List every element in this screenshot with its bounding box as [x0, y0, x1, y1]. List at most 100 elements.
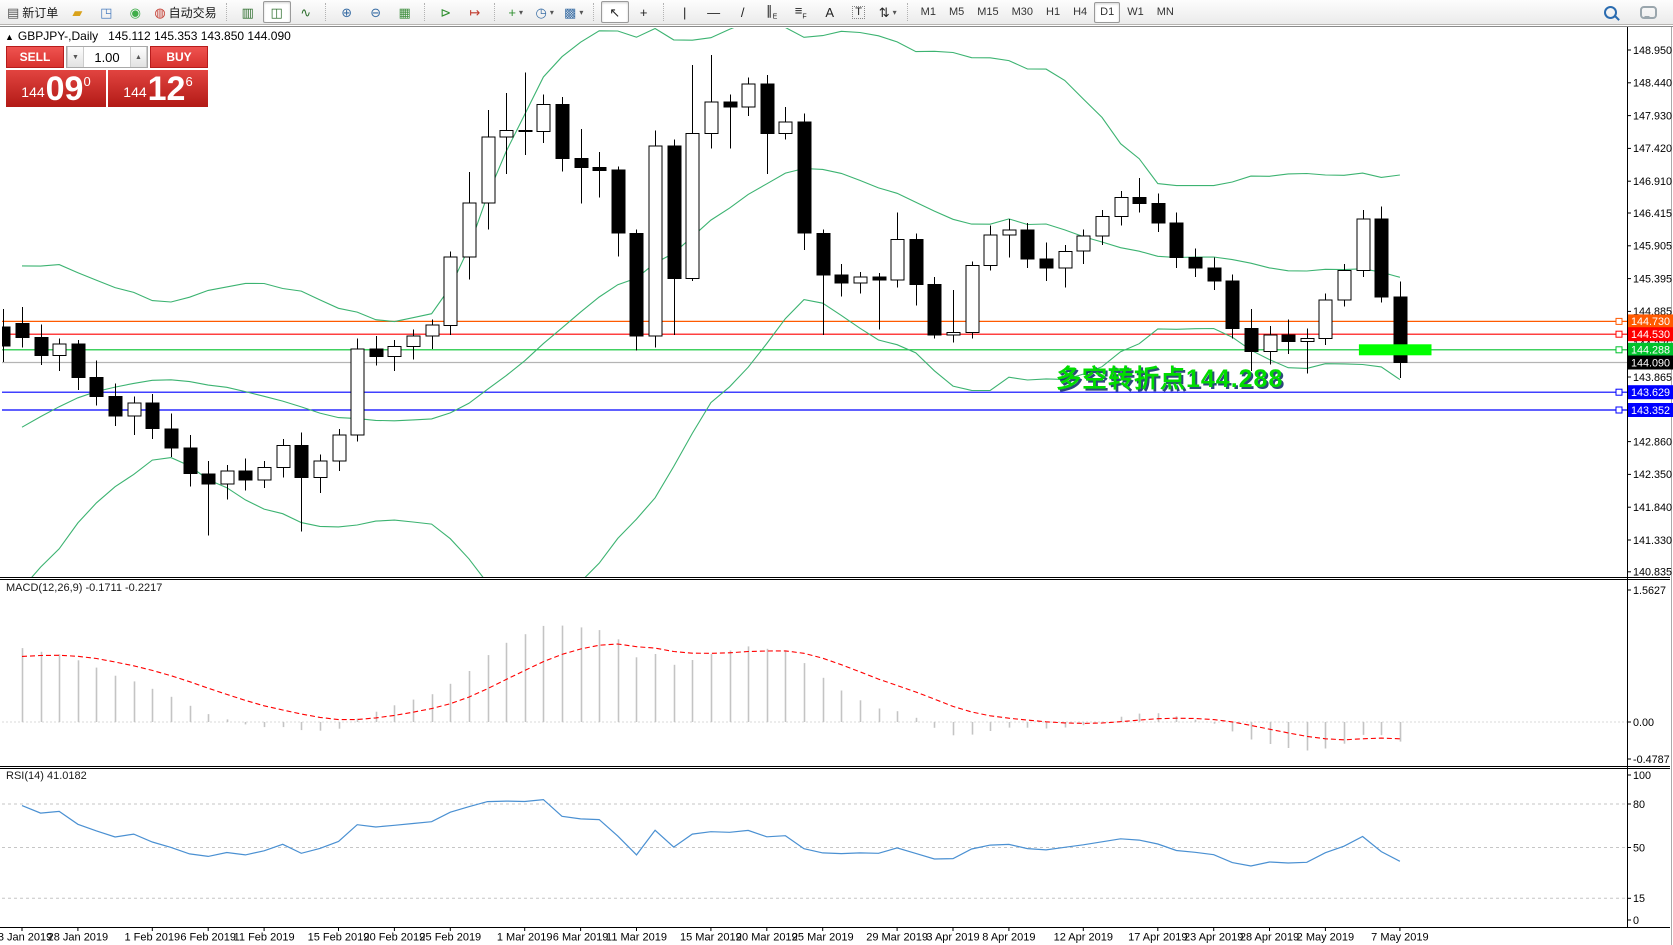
svg-text:100: 100: [1633, 770, 1651, 782]
horizontal-line-button[interactable]: —: [700, 1, 728, 23]
svg-text:145.395: 145.395: [1633, 273, 1672, 285]
svg-text:80: 80: [1633, 799, 1645, 811]
chevron-down-icon: ▾: [892, 7, 897, 17]
volume-decrease-button[interactable]: ▼: [67, 47, 84, 67]
chat-button[interactable]: [1634, 1, 1662, 23]
volume-increase-button[interactable]: ▲: [130, 47, 147, 67]
volume-value[interactable]: 1.00: [94, 49, 120, 65]
signals-button[interactable]: ◉: [121, 1, 149, 23]
timeframe-W1-button[interactable]: W1: [1127, 6, 1144, 18]
line-chart-button[interactable]: ∿: [292, 1, 320, 23]
svg-text:23 Apr 2019: 23 Apr 2019: [1184, 932, 1243, 944]
zoom-out-button[interactable]: ⊖: [362, 1, 390, 23]
bar-chart-button[interactable]: ▥: [234, 1, 262, 23]
chart-shift-icon: ↦: [469, 4, 481, 20]
fibonacci-icon: ≡F: [794, 2, 807, 21]
indicators-button[interactable]: + ▾: [502, 1, 530, 23]
volume-stepper: ▼ 1.00 ▲: [66, 46, 148, 68]
zoom-in-icon: ⊕: [341, 4, 353, 20]
panel-separators[interactable]: [0, 26, 1673, 945]
tile-windows-button[interactable]: ▦: [391, 1, 419, 23]
buy-button[interactable]: BUY: [150, 46, 208, 68]
horizontal-level-lines[interactable]: [2, 317, 1627, 414]
sell-price[interactable]: 144 09 0: [6, 70, 106, 107]
highlight-segment[interactable]: [1358, 344, 1432, 356]
publish-chart-button[interactable]: ◳: [92, 1, 120, 23]
buy-price-big: 12: [147, 70, 186, 109]
buy-price[interactable]: 144 12 6: [108, 70, 208, 107]
svg-text:2 May 2019: 2 May 2019: [1297, 932, 1354, 944]
auto-trading-button-label: 自动交易: [168, 5, 217, 20]
trendline-button[interactable]: /: [729, 1, 757, 23]
channel-button[interactable]: ∥E: [758, 1, 786, 23]
new-order-button[interactable]: ▤ 新订单: [3, 1, 62, 23]
chevron-down-icon: ▾: [549, 7, 554, 17]
horizontal-line-icon: —: [707, 4, 721, 20]
macd-indicator-label: MACD(12,26,9) -0.1711 -0.2217: [6, 582, 163, 594]
arrows-icon: ⇅: [878, 4, 890, 20]
svg-text:1.5627: 1.5627: [1633, 585, 1666, 597]
periods-button[interactable]: ◷ ▾: [531, 1, 559, 23]
svg-text:146.415: 146.415: [1633, 208, 1672, 220]
svg-text:28 Apr 2019: 28 Apr 2019: [1240, 932, 1299, 944]
svg-text:148.440: 148.440: [1633, 78, 1672, 90]
timeframe-M30-button[interactable]: M30: [1011, 6, 1034, 18]
arrows-button[interactable]: ⇅ ▾: [874, 1, 902, 23]
publish-chart-icon: ◳: [100, 4, 113, 20]
tile-windows-icon: ▦: [398, 4, 411, 20]
timeframe-H4-button[interactable]: H4: [1073, 6, 1088, 18]
collapse-panel-icon[interactable]: ▲: [5, 32, 14, 42]
vertical-line-button[interactable]: |: [671, 1, 699, 23]
auto-trading-button[interactable]: ◍ 自动交易: [150, 1, 220, 23]
timeframe-D1-button[interactable]: D1: [1094, 1, 1121, 23]
svg-text:15 Mar 2019: 15 Mar 2019: [680, 932, 742, 944]
zoom-in-button[interactable]: ⊕: [333, 1, 361, 23]
toolbar-right: [1596, 1, 1670, 23]
gold-icon: ▰: [72, 4, 83, 20]
svg-text:-0.4787: -0.4787: [1633, 754, 1670, 766]
toolbar-separator: [906, 3, 910, 21]
text-icon: A: [825, 4, 834, 20]
crosshair-icon: +: [639, 4, 648, 20]
svg-text:6 Mar 2019: 6 Mar 2019: [553, 932, 609, 944]
svg-text:29 Mar 2019: 29 Mar 2019: [866, 932, 928, 944]
search-button[interactable]: [1596, 1, 1624, 23]
sell-button[interactable]: SELL: [6, 46, 64, 68]
svg-text:146.910: 146.910: [1633, 176, 1672, 188]
timeframe-M5-button[interactable]: M5: [948, 6, 965, 18]
line-chart-icon: ∿: [300, 4, 312, 20]
indicators-icon: +: [508, 4, 516, 20]
svg-text:11 Mar 2019: 11 Mar 2019: [606, 932, 667, 944]
svg-text:147.420: 147.420: [1633, 143, 1672, 155]
candlestick-chart-button[interactable]: ◫: [262, 1, 291, 23]
clock-icon: ◷: [535, 4, 547, 20]
timeframe-M1-button[interactable]: M1: [920, 6, 936, 18]
chevron-down-icon: ▾: [579, 7, 584, 17]
rsi-line: [21, 798, 1401, 867]
svg-text:144.090: 144.090: [1631, 357, 1670, 369]
price-axis[interactable]: 148.950 148.440 147.930 147.420 146.910 146.4…: [1627, 45, 1672, 579]
timeframe-M15-button[interactable]: M15: [977, 6, 999, 18]
crosshair-button[interactable]: +: [630, 1, 658, 23]
chevron-down-icon: ▾: [518, 7, 523, 17]
label-button[interactable]: T: [845, 1, 873, 23]
candlestick-icon: ◫: [270, 4, 283, 20]
macd-panel: 1.5627 0.00 -0.4787: [2, 585, 1670, 766]
gold-button[interactable]: ▰: [63, 1, 91, 23]
cursor-button[interactable]: ↖: [600, 1, 629, 23]
chart-shift-button[interactable]: ↦: [461, 1, 489, 23]
fibonacci-button[interactable]: ≡F: [787, 1, 815, 23]
templates-button[interactable]: ▩ ▾: [560, 1, 588, 23]
buy-price-pip: 6: [185, 74, 193, 89]
svg-text:8 Apr 2019: 8 Apr 2019: [982, 932, 1035, 944]
svg-text:7 May 2019: 7 May 2019: [1371, 932, 1428, 944]
timeframe-H1-button[interactable]: H1: [1046, 6, 1061, 18]
timeframe-MN-button[interactable]: MN: [1156, 6, 1174, 18]
symbol-period-label: GBPJPY-,Daily: [17, 29, 99, 43]
text-button[interactable]: A: [816, 1, 844, 23]
auto-scroll-button[interactable]: ⊳: [432, 1, 460, 23]
svg-text:50: 50: [1633, 842, 1645, 854]
toolbar-separator: [592, 3, 596, 21]
